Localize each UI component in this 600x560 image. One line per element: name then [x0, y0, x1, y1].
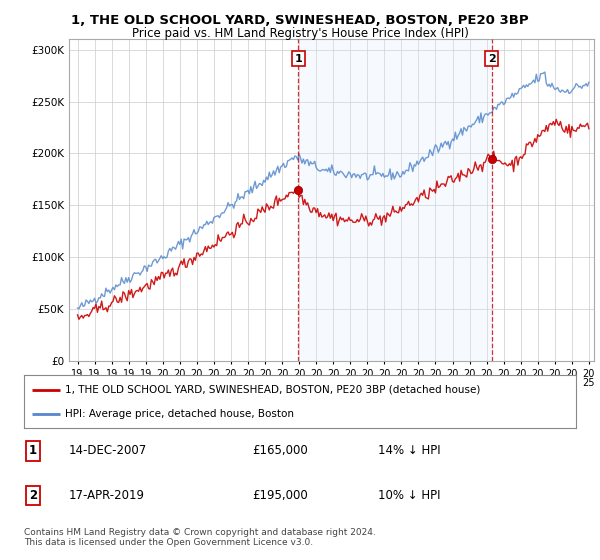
Text: 2: 2 — [488, 54, 496, 64]
Text: 10% ↓ HPI: 10% ↓ HPI — [378, 489, 440, 502]
Text: HPI: Average price, detached house, Boston: HPI: Average price, detached house, Bost… — [65, 409, 295, 419]
Text: Price paid vs. HM Land Registry's House Price Index (HPI): Price paid vs. HM Land Registry's House … — [131, 27, 469, 40]
Text: Contains HM Land Registry data © Crown copyright and database right 2024.
This d: Contains HM Land Registry data © Crown c… — [24, 528, 376, 547]
Text: £165,000: £165,000 — [252, 444, 308, 458]
Text: 1, THE OLD SCHOOL YARD, SWINESHEAD, BOSTON, PE20 3BP (detached house): 1, THE OLD SCHOOL YARD, SWINESHEAD, BOST… — [65, 385, 481, 395]
Bar — [298, 39, 491, 361]
Text: 14-DEC-2007: 14-DEC-2007 — [69, 444, 147, 458]
Text: 1: 1 — [29, 444, 37, 458]
Text: 17-APR-2019: 17-APR-2019 — [69, 489, 145, 502]
Text: 2: 2 — [29, 489, 37, 502]
Text: 14% ↓ HPI: 14% ↓ HPI — [378, 444, 440, 458]
Text: 1, THE OLD SCHOOL YARD, SWINESHEAD, BOSTON, PE20 3BP: 1, THE OLD SCHOOL YARD, SWINESHEAD, BOST… — [71, 14, 529, 27]
Text: 1: 1 — [295, 54, 302, 64]
Text: £195,000: £195,000 — [252, 489, 308, 502]
